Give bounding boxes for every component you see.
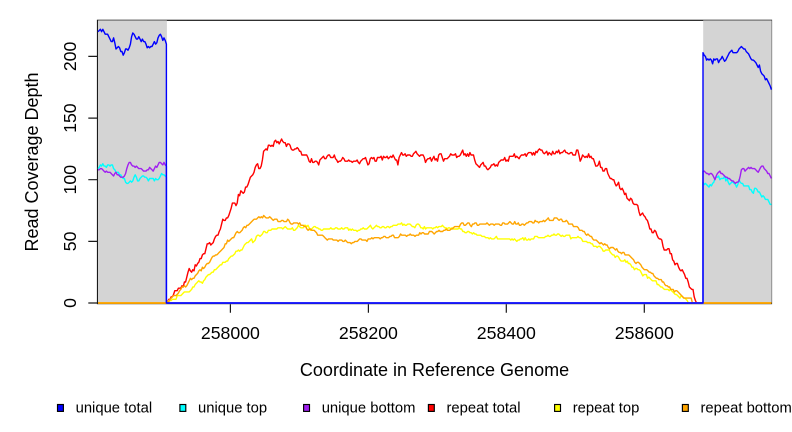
svg-text:unique bottom: unique bottom	[322, 400, 416, 416]
svg-text:200: 200	[60, 41, 80, 71]
svg-text:unique total: unique total	[76, 400, 153, 416]
svg-text:100: 100	[60, 165, 80, 195]
svg-text:Coordinate in Reference Genome: Coordinate in Reference Genome	[300, 360, 569, 380]
svg-text:258600: 258600	[615, 323, 674, 343]
svg-text:0: 0	[60, 298, 80, 308]
svg-text:150: 150	[60, 103, 80, 133]
svg-text:repeat total: repeat total	[447, 400, 521, 416]
svg-text:repeat top: repeat top	[573, 400, 640, 416]
svg-text:258000: 258000	[201, 323, 260, 343]
svg-text:Read Coverage Depth: Read Coverage Depth	[22, 72, 42, 251]
svg-text:50: 50	[60, 231, 80, 251]
svg-text:258400: 258400	[477, 323, 536, 343]
svg-text:unique top: unique top	[198, 400, 267, 416]
svg-text:repeat bottom: repeat bottom	[701, 400, 792, 416]
svg-text:258200: 258200	[339, 323, 398, 343]
